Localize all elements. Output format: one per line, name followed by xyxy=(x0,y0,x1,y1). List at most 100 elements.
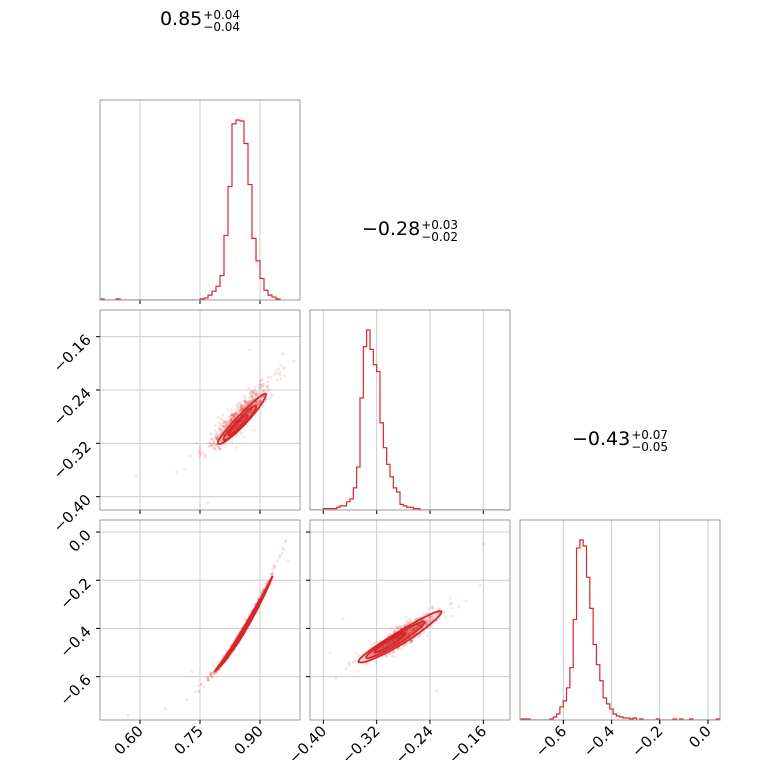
scatter-point xyxy=(206,676,209,680)
scatter-point xyxy=(254,392,258,396)
scatter-point xyxy=(282,366,285,370)
scatter-point xyxy=(235,407,239,411)
scatter-point xyxy=(250,409,254,413)
scatter-point xyxy=(214,435,218,439)
scatter-point xyxy=(437,606,440,610)
scatter-point xyxy=(210,444,214,447)
scatter-point xyxy=(385,654,388,658)
scatter-point xyxy=(240,407,243,410)
scatter-point xyxy=(225,422,229,426)
scatter-point xyxy=(248,411,252,415)
param-1-title-value: −0.28 xyxy=(361,218,421,240)
scatter-point xyxy=(211,675,215,679)
scatter-point xyxy=(247,396,251,399)
scatter-point xyxy=(397,626,400,629)
scatter-point xyxy=(428,615,431,619)
scatter-point xyxy=(425,622,429,626)
scatter-point xyxy=(416,634,420,638)
scatter-point xyxy=(250,395,254,399)
scatter-point xyxy=(414,625,418,629)
scatter-point xyxy=(241,404,245,408)
scatter-point xyxy=(250,408,254,412)
scatter-point xyxy=(209,671,212,675)
scatter-point xyxy=(403,643,407,646)
scatter-point xyxy=(211,437,214,441)
scatter-point xyxy=(257,403,260,407)
scatter-point xyxy=(219,417,223,421)
param-2-title: −0.43 +0.07 −0.05 xyxy=(565,428,675,453)
scatter-point xyxy=(201,450,205,454)
param-1-title-plus: +0.03 xyxy=(421,217,458,232)
scatter-point xyxy=(245,401,249,405)
y-tick-label-2-0: −0.6 xyxy=(56,671,94,709)
scatter-point xyxy=(198,452,202,456)
x-tick-label-2-2: −0.2 xyxy=(628,722,666,760)
scatter-point xyxy=(249,398,253,402)
scatter-point xyxy=(274,566,277,570)
scatter-point xyxy=(253,385,257,389)
scatter-point xyxy=(407,620,411,624)
scatter-point xyxy=(211,664,215,668)
scatter-point xyxy=(234,412,237,416)
scatter-point xyxy=(411,628,415,632)
scatter-point xyxy=(234,411,238,415)
scatter-point xyxy=(409,631,413,635)
scatter-point xyxy=(206,679,210,682)
scatter-point xyxy=(246,403,250,406)
scatter-point xyxy=(198,456,201,459)
scatter-point xyxy=(410,638,414,642)
scatter-point xyxy=(218,447,222,451)
scatter-point xyxy=(251,394,255,397)
scatter-point xyxy=(408,631,412,635)
scatter-point xyxy=(219,428,223,431)
scatter-point xyxy=(265,385,269,389)
scatter-point xyxy=(422,630,426,634)
scatter-point xyxy=(230,414,234,418)
scatter-point xyxy=(348,663,351,667)
scatter-point xyxy=(266,384,270,388)
scatter-point xyxy=(419,623,423,626)
scatter-point xyxy=(269,572,273,576)
param-2-title-plus: +0.07 xyxy=(631,427,668,442)
scatter-point xyxy=(431,605,434,608)
scatter-point xyxy=(429,615,433,619)
scatter-point xyxy=(259,590,263,594)
scatter-point xyxy=(418,624,422,627)
scatter-outlier-1 xyxy=(126,713,130,717)
scatter-point xyxy=(429,624,433,628)
scatter-point xyxy=(431,606,434,610)
scatter-point xyxy=(430,618,434,622)
param-0-title-value: 0.85 xyxy=(159,8,203,30)
scatter-point xyxy=(199,683,203,686)
scatter-point xyxy=(243,405,247,408)
scatter-point xyxy=(217,421,221,425)
pair-1-contour-2 xyxy=(225,618,251,656)
scatter-point xyxy=(425,620,428,623)
scatter-point xyxy=(209,672,213,675)
scatter-point xyxy=(250,396,254,399)
scatter-point xyxy=(271,393,274,397)
x-tick-label-1-2: −0.24 xyxy=(392,722,437,760)
scatter-point xyxy=(235,412,239,415)
scatter-point xyxy=(215,449,218,452)
scatter-point xyxy=(239,430,243,434)
scatter-point xyxy=(216,661,220,664)
scatter-point xyxy=(250,408,254,412)
scatter-point xyxy=(396,627,400,631)
scatter-point xyxy=(259,382,262,386)
scatter-point xyxy=(413,628,416,632)
scatter-point xyxy=(244,400,248,403)
scatter-point xyxy=(281,352,285,356)
scatter-point xyxy=(203,456,207,459)
scatter-point xyxy=(283,548,286,552)
scatter-point xyxy=(407,631,411,635)
scatter-point xyxy=(403,624,407,627)
scatter-point xyxy=(263,389,266,393)
y-tick-label-2-1: −0.4 xyxy=(56,623,94,661)
scatter-point xyxy=(230,408,234,411)
pair-1-contour-1 xyxy=(220,598,261,664)
scatter-point xyxy=(249,411,253,415)
scatter-point xyxy=(235,413,239,417)
scatter-point xyxy=(221,654,225,658)
hist-panel-0 xyxy=(100,100,281,304)
